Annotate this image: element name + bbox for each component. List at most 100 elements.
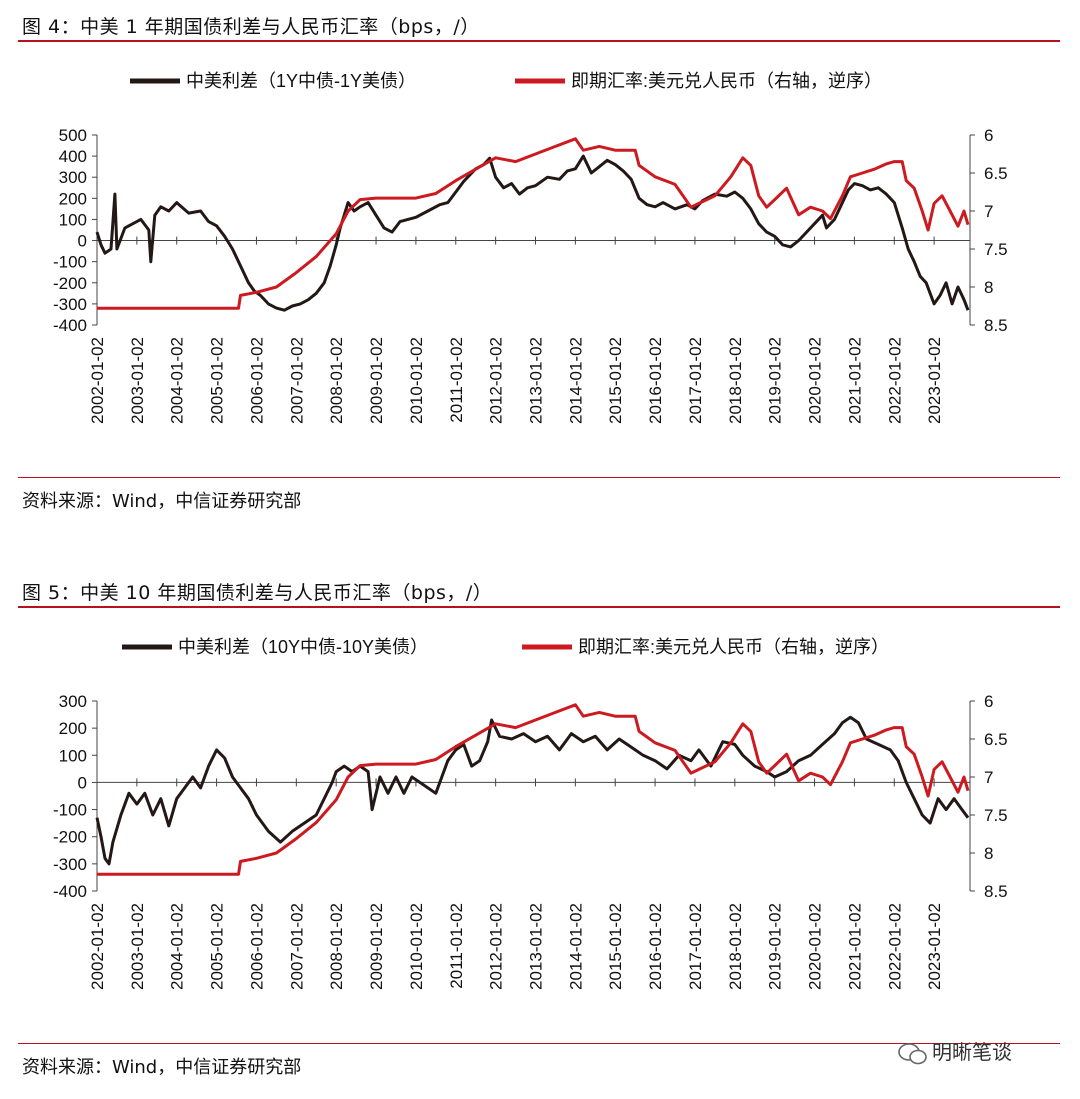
x-tick-label: 2022-01-02 bbox=[885, 903, 904, 990]
y-tick-label-left: -100 bbox=[53, 801, 87, 820]
y-tick-label-right: 7 bbox=[984, 202, 993, 221]
x-tick-label: 2004-01-02 bbox=[168, 337, 187, 424]
title-rule bbox=[18, 606, 1060, 608]
x-tick-label: 2022-01-02 bbox=[885, 337, 904, 424]
x-tick-label: 2004-01-02 bbox=[168, 903, 187, 990]
x-tick-label: 2018-01-02 bbox=[726, 903, 745, 990]
y-tick-label-right: 7 bbox=[984, 768, 993, 787]
y-tick-label-left: 100 bbox=[59, 210, 87, 229]
y-tick-label-right: 8.5 bbox=[984, 316, 1008, 335]
legend-item: 即期汇率:美元兑人民币（右轴，逆序） bbox=[522, 637, 889, 657]
series-line bbox=[97, 137, 970, 310]
title-rule bbox=[18, 40, 1060, 42]
legend-label: 中美利差（10Y中债-10Y美债） bbox=[178, 637, 428, 657]
x-tick-label: 2017-01-02 bbox=[686, 903, 705, 990]
wechat-icon bbox=[898, 1042, 927, 1064]
y-tick-label-right: 7.5 bbox=[984, 806, 1008, 825]
x-tick-label: 2012-01-02 bbox=[487, 903, 506, 990]
y-tick-label-right: 6.5 bbox=[984, 164, 1008, 183]
x-tick-label: 2011-01-02 bbox=[447, 903, 466, 989]
x-tick-label: 2014-01-02 bbox=[566, 337, 585, 424]
legend-label: 中美利差（1Y中债-1Y美债） bbox=[186, 71, 416, 91]
x-tick-label: 2011-01-02 bbox=[447, 337, 466, 423]
y-tick-label-left: 400 bbox=[59, 147, 87, 166]
y-tick-label-left: -200 bbox=[53, 828, 87, 847]
watermark-text: 明晰笔谈 bbox=[932, 1040, 1012, 1064]
watermark: 明晰笔谈 bbox=[898, 1036, 1012, 1065]
x-tick-label: 2007-01-02 bbox=[287, 337, 306, 424]
chart-1y-spread: 中美利差（1Y中债-1Y美债） 即期汇率:美元兑人民币（右轴，逆序） 500 400 3… bbox=[53, 71, 1008, 424]
x-tick-label: 2003-01-02 bbox=[128, 337, 147, 424]
y-tick-label-left: 300 bbox=[59, 168, 87, 187]
x-tick-label: 2005-01-02 bbox=[208, 903, 227, 990]
source-rule bbox=[18, 477, 1060, 478]
y-tick-label-left: 0 bbox=[78, 773, 87, 792]
x-tick-label: 2014-01-02 bbox=[566, 903, 585, 990]
x-tick-label: 2018-01-02 bbox=[726, 337, 745, 424]
y-tick-label-left: -400 bbox=[53, 882, 87, 901]
y-tick-label-right: 8 bbox=[984, 844, 993, 863]
y-tick-label-left: 200 bbox=[59, 719, 87, 738]
y-tick-label-left: -100 bbox=[53, 253, 87, 272]
legend-label: 即期汇率:美元兑人民币（右轴，逆序） bbox=[578, 637, 889, 657]
legend-label: 即期汇率:美元兑人民币（右轴，逆序） bbox=[571, 71, 882, 91]
x-tick-label: 2002-01-02 bbox=[88, 903, 107, 990]
x-tick-label: 2017-01-02 bbox=[686, 337, 705, 424]
x-tick-label: 2015-01-02 bbox=[606, 337, 625, 424]
x-tick-label: 2023-01-02 bbox=[925, 903, 944, 990]
source-note: 资料来源：Wind，中信证券研究部 bbox=[22, 491, 302, 512]
x-tick-label: 2010-01-02 bbox=[407, 903, 426, 990]
y-tick-label-right: 7.5 bbox=[984, 240, 1008, 259]
x-tick-label: 2019-01-02 bbox=[766, 337, 785, 424]
y-tick-label-left: 100 bbox=[59, 746, 87, 765]
y-tick-label-left: 200 bbox=[59, 189, 87, 208]
x-tick-label: 2008-01-02 bbox=[327, 337, 346, 424]
figure-4: 图 4：中美 1 年期国债利差与人民币汇率（bps，/） 中美利差（1Y中债-1… bbox=[0, 0, 1080, 540]
x-tick-label: 2020-01-02 bbox=[806, 903, 825, 990]
y-tick-label-right: 8 bbox=[984, 278, 993, 297]
source-rule bbox=[18, 1043, 1060, 1044]
y-tick-label-right: 6.5 bbox=[984, 730, 1008, 749]
x-tick-label: 2006-01-02 bbox=[247, 903, 266, 990]
series-line bbox=[95, 715, 970, 866]
x-tick-label: 2021-01-02 bbox=[845, 903, 864, 990]
x-tick-label: 2016-01-02 bbox=[646, 337, 665, 424]
y-tick-label-left: 300 bbox=[59, 692, 87, 711]
legend-item: 即期汇率:美元兑人民币（右轴，逆序） bbox=[515, 71, 882, 91]
x-tick-label: 2016-01-02 bbox=[646, 903, 665, 990]
x-tick-label: 2013-01-02 bbox=[526, 903, 545, 990]
x-tick-label: 2019-01-02 bbox=[766, 903, 785, 990]
x-tick-label: 2003-01-02 bbox=[128, 903, 147, 990]
x-tick-label: 2002-01-02 bbox=[88, 337, 107, 424]
y-tick-label-right: 6 bbox=[984, 692, 993, 711]
x-tick-label: 2009-01-02 bbox=[367, 903, 386, 990]
y-tick-label-left: -200 bbox=[53, 274, 87, 293]
y-tick-label-left: -300 bbox=[53, 855, 87, 874]
y-tick-label-left: 500 bbox=[59, 126, 87, 145]
y-tick-label-left: -400 bbox=[53, 316, 87, 335]
x-tick-label: 2013-01-02 bbox=[526, 337, 545, 424]
x-tick-label: 2009-01-02 bbox=[367, 337, 386, 424]
y-tick-label-right: 8.5 bbox=[984, 882, 1008, 901]
x-tick-label: 2005-01-02 bbox=[208, 337, 227, 424]
x-tick-label: 2015-01-02 bbox=[606, 903, 625, 990]
y-tick-label-left: -300 bbox=[53, 295, 87, 314]
series-line bbox=[95, 154, 970, 312]
legend-item: 中美利差（1Y中债-1Y美债） bbox=[130, 71, 416, 91]
x-tick-label: 2012-01-02 bbox=[487, 337, 506, 424]
series-line bbox=[97, 703, 970, 876]
y-tick-label-right: 6 bbox=[984, 126, 993, 145]
x-tick-label: 2020-01-02 bbox=[806, 337, 825, 424]
x-tick-label: 2006-01-02 bbox=[247, 337, 266, 424]
chart-10y-spread: 中美利差（10Y中债-10Y美债） 即期汇率:美元兑人民币（右轴，逆序） 300 20… bbox=[53, 637, 1008, 990]
figure-title: 图 4：中美 1 年期国债利差与人民币汇率（bps，/） bbox=[22, 16, 480, 38]
source-note: 资料来源：Wind，中信证券研究部 bbox=[22, 1057, 302, 1078]
legend-item: 中美利差（10Y中债-10Y美债） bbox=[122, 637, 428, 657]
x-tick-label: 2023-01-02 bbox=[925, 337, 944, 424]
x-tick-label: 2010-01-02 bbox=[407, 337, 426, 424]
y-tick-label-left: 0 bbox=[78, 232, 87, 251]
x-tick-label: 2007-01-02 bbox=[287, 903, 306, 990]
x-tick-label: 2008-01-02 bbox=[327, 903, 346, 990]
figure-title: 图 5：中美 10 年期国债利差与人民币汇率（bps，/） bbox=[22, 582, 493, 604]
